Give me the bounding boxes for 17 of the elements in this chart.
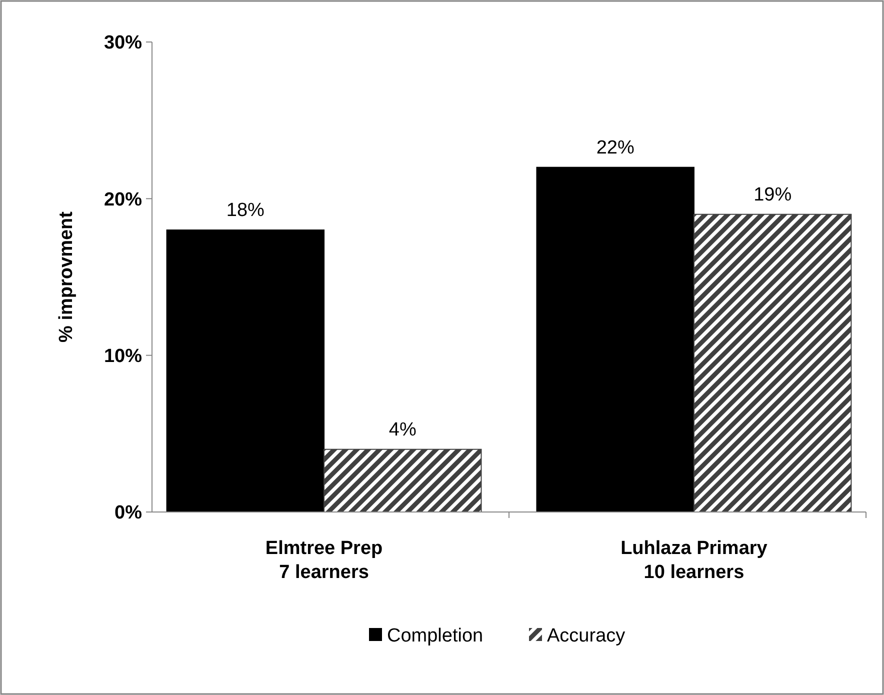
y-tick-label: 0% (114, 502, 142, 524)
y-tick-label: 20% (104, 189, 142, 210)
data-label: 22% (596, 137, 634, 158)
y-axis-title: % improvment (56, 210, 77, 342)
bar (536, 166, 694, 512)
legend-label: Accuracy (547, 626, 626, 647)
data-label: 18% (226, 200, 265, 221)
bar (693, 214, 852, 512)
legend-label: Completion (387, 626, 484, 647)
y-tick-label: 30% (104, 32, 142, 54)
data-label: 4% (388, 419, 416, 440)
x-tick-label: Elmtree Prep 7 learners (265, 538, 383, 583)
bar (324, 448, 482, 512)
data-label: 19% (754, 184, 792, 206)
y-tick-label: 10% (104, 346, 142, 367)
x-tick-label: Luhlaza Primary 10 learners (620, 538, 768, 583)
bar (166, 230, 325, 512)
